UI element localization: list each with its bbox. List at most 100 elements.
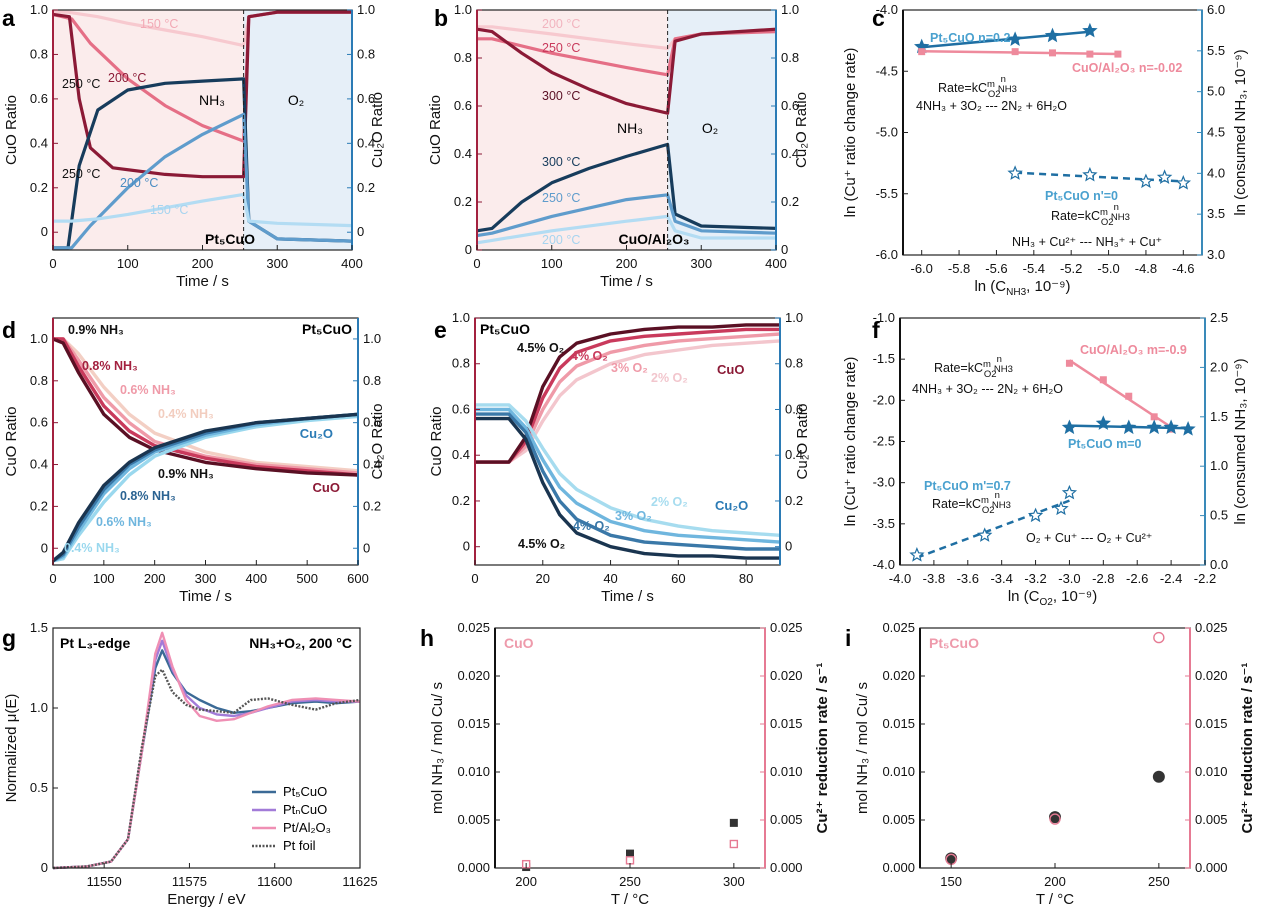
- y-tick-label: -2.0: [873, 392, 895, 407]
- annotation: 200 °C: [542, 17, 580, 31]
- series-line: [52, 649, 361, 870]
- y2-tick-label: 0.4: [363, 457, 381, 472]
- y-tick-label: 0.8: [454, 50, 472, 65]
- data-point: [1049, 49, 1056, 57]
- x-tick-label: -5.8: [948, 261, 970, 276]
- y2-tick-label: 0.6: [357, 91, 375, 106]
- x-tick-label: 80: [739, 571, 753, 586]
- annotation: Pt₅CuO n=0.2: [930, 31, 1010, 45]
- data-point: [1027, 507, 1044, 523]
- plot-frame: [494, 627, 766, 869]
- equation-part: O2: [988, 89, 1001, 100]
- y2-axis-label: ln (consumed NH₃, 10⁻⁹): [1232, 49, 1249, 215]
- series-line: [475, 412, 780, 551]
- annotation: O₂ + Cu⁺ --- O₂ + Cu²⁺: [1026, 531, 1152, 545]
- y2-tick-label: 0.8: [785, 356, 803, 371]
- y-tick-label: 0.6: [454, 98, 472, 113]
- x-tick-label: -4.6: [1172, 261, 1194, 276]
- x-tick-label: -2.4: [1160, 571, 1182, 586]
- equation-part: Rate=kC: [932, 497, 981, 511]
- series-line: [52, 337, 359, 477]
- x-tick-label: 100: [93, 571, 115, 586]
- equation-part: O2: [982, 505, 995, 516]
- y2-axis-label: Cu²⁺ reduction rate / s⁻¹: [1239, 663, 1256, 834]
- x-tick-label: -3.2: [1024, 571, 1046, 586]
- x-tick-label: 250: [619, 874, 641, 889]
- equation-part: m: [1100, 207, 1108, 218]
- legend-cu2o: Cu₂O: [300, 426, 333, 441]
- y2-tick-label: 0.2: [363, 498, 381, 513]
- y2-tick-label: 0.5: [1210, 508, 1228, 523]
- panel-g: 11550 11575 11600 11625 0 0.5 1.0 1.5 Energy / e…: [3, 620, 378, 908]
- y2-axis-label: Cu₂O Ratio: [793, 92, 810, 168]
- data-point: [729, 818, 738, 827]
- y-tick-label: 0.005: [882, 812, 915, 827]
- data-point: [1163, 419, 1179, 435]
- annotation: 0.4% NH₃: [64, 541, 120, 555]
- panel-f: -4.0 -3.8 -3.6 -3.4 -3.2 -3.0 -2.8 -2.6 -2.4 -2.2…: [842, 310, 1249, 608]
- x-tick-label: 400: [765, 256, 787, 271]
- fit-line: [921, 30, 1090, 49]
- y-tick-label: 0.2: [30, 180, 48, 195]
- annotation: 3% O₂: [615, 509, 652, 523]
- data-point: [1007, 165, 1023, 180]
- y2-tick-label: 2.0: [1210, 359, 1228, 374]
- panel-letter-g: g: [2, 625, 16, 651]
- y-tick-label: 0.000: [882, 860, 915, 875]
- y-tick-label: -5.5: [876, 186, 898, 201]
- legend-cuo: CuO: [313, 480, 340, 495]
- data-point: [1086, 50, 1094, 58]
- annotation: 4% O₂: [573, 519, 610, 533]
- data-point: [1095, 415, 1111, 430]
- panel-letter-f: f: [872, 317, 880, 343]
- rate-equation: Rate=kCm O2n NH3: [934, 354, 1013, 380]
- x-tick-label: -2.8: [1092, 571, 1114, 586]
- x-tick-label: 400: [341, 256, 363, 271]
- equation-part: n: [997, 354, 1002, 365]
- y2-tick-label: 0.025: [1195, 620, 1228, 635]
- annotation: 4.5% O₂: [518, 537, 565, 551]
- y2-tick-label: 0.2: [785, 493, 803, 508]
- y-tick-label: 1.0: [30, 700, 48, 715]
- series-line: [475, 407, 781, 544]
- data-point: [1099, 376, 1107, 384]
- y2-tick-label: 0.005: [770, 812, 803, 827]
- data-point: [1082, 22, 1098, 38]
- y2-tick-label: 0.2: [781, 194, 799, 209]
- x-tick-label: 600: [347, 571, 369, 586]
- annotation: Pt₅CuO n'=0: [1045, 189, 1118, 203]
- y-tick-label: 0.2: [30, 498, 48, 513]
- data-point: [1114, 50, 1122, 58]
- y2-axis-label: Cu₂O Ratio: [794, 404, 811, 480]
- y-tick-label: 0.8: [30, 373, 48, 388]
- data-point: [977, 527, 993, 542]
- annotation: 250 °C: [62, 167, 100, 181]
- y-tick-label: -6.0: [876, 247, 898, 262]
- x-axis-label: Time / s: [600, 273, 653, 290]
- y2-tick-label: 0.010: [1195, 764, 1228, 779]
- plot-frame: [919, 627, 1191, 869]
- y2-tick-label: 0.000: [770, 860, 803, 875]
- annotation: CuO/Al₂O₃ n=-0.02: [1072, 61, 1182, 75]
- data-point: [1061, 484, 1078, 500]
- equation-part: m: [983, 359, 991, 370]
- legend-label: Pt foil: [283, 838, 316, 853]
- y2-axis-label: ln (consumed NH₃, 10⁻⁹): [1232, 358, 1249, 524]
- x-label-tail: , 10⁻⁹): [1026, 278, 1070, 295]
- legend-label: Pt₅CuO: [283, 784, 327, 799]
- data-point: [1049, 811, 1061, 824]
- annotation: 4NH₃ + 3O₂ --- 2N₂ + 6H₂O: [916, 99, 1067, 113]
- annotation: 200 °C: [542, 233, 580, 247]
- y2-tick-label: 0.020: [1195, 668, 1228, 683]
- y2-tick-label: 0.4: [781, 146, 799, 161]
- annotation: 250 °C: [542, 191, 580, 205]
- y2-axis-label: Cu²⁺ reduction rate / s⁻¹: [814, 663, 831, 834]
- equation-part: NH3: [992, 500, 1011, 511]
- y-tick-label: 0.4: [454, 146, 472, 161]
- x-tick-label: 40: [603, 571, 617, 586]
- y-tick-label: 0.4: [30, 457, 48, 472]
- fit-line: [916, 499, 1070, 559]
- x-axis-label: T / °C: [611, 891, 649, 908]
- y-tick-label: -4.0: [873, 557, 895, 572]
- x-tick-label: 11575: [172, 874, 207, 889]
